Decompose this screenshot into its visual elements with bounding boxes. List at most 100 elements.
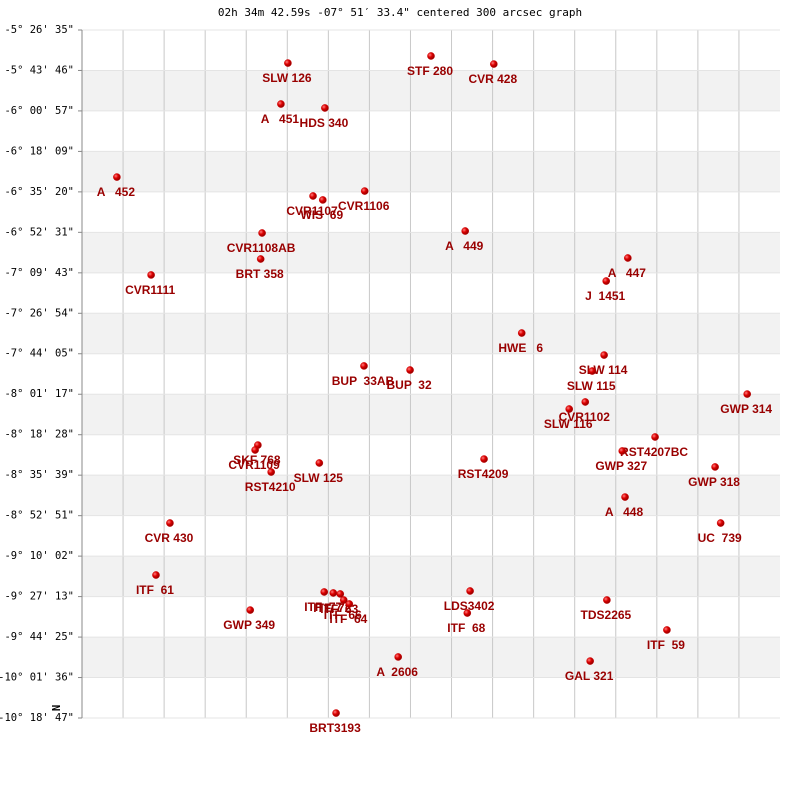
star-point: [360, 362, 368, 370]
star-point: [624, 254, 632, 262]
y-tick-label: -9° 27' 13": [4, 591, 74, 603]
star-point: [345, 600, 354, 608]
star-point: [621, 493, 629, 501]
star-label: GWP 318: [688, 475, 740, 489]
y-tick-label: -10° 01' 36": [0, 672, 74, 684]
y-tick-label: -8° 35' 39": [4, 469, 74, 481]
star-point: [320, 588, 329, 596]
y-tick-label: -8° 18' 28": [4, 429, 74, 441]
star-label: CVR1106: [338, 199, 390, 213]
star-point: [256, 255, 265, 263]
star-label: ITF 59: [647, 638, 685, 652]
star-point: [251, 446, 259, 454]
star-label: CVR1109: [228, 458, 280, 472]
star-point: [336, 590, 345, 598]
star-point: [480, 455, 488, 463]
star-point: [394, 653, 402, 661]
band: [82, 232, 780, 273]
star-point: [603, 596, 611, 604]
star-point: [152, 571, 160, 579]
star-point: [743, 390, 751, 398]
y-tick-label: -8° 01' 17": [4, 388, 74, 400]
star-label: BUP 33AB: [332, 374, 395, 388]
star-label: CVR1102: [559, 410, 611, 424]
star-label: SLW 125: [294, 471, 344, 485]
star-label: TDS2265: [581, 608, 632, 622]
star-point: [319, 196, 327, 204]
star-label: BRT 358: [236, 267, 284, 281]
star-label: GWP 349: [223, 618, 275, 632]
star-point: [565, 405, 574, 413]
band: [82, 70, 780, 111]
y-tick-label: -10° 18' 47": [0, 712, 74, 724]
star-point: [360, 187, 369, 195]
star-label: CVR1111: [125, 283, 175, 297]
star-label: CVR 428: [468, 72, 517, 86]
star-point: [716, 519, 725, 527]
star-label: GWP 327: [595, 459, 647, 473]
y-tick-label: -7° 26' 54": [4, 307, 74, 319]
star-point: [618, 447, 627, 455]
star-label: GAL 321: [565, 669, 614, 683]
star-point: [490, 60, 498, 68]
star-label: ITF 72: [313, 601, 351, 615]
star-label: A 452: [97, 185, 136, 199]
star-label: ITF 68: [447, 621, 485, 635]
star-point: [147, 271, 155, 279]
y-tick-label: -8° 52' 51": [4, 510, 74, 522]
y-tick-label: -9° 10' 02": [4, 550, 74, 562]
star-label: BUP 32: [386, 378, 431, 392]
y-tick-label: -7° 44' 05": [4, 348, 74, 360]
star-label: HWE 6: [498, 341, 543, 355]
star-point: [427, 52, 435, 60]
north-label: N: [51, 705, 63, 711]
star-point: [651, 433, 659, 441]
star-point: [329, 589, 338, 597]
star-point: [166, 519, 174, 527]
star-point: [332, 709, 340, 717]
star-label: HDS 340: [300, 116, 349, 130]
y-tick-label: -5° 43' 46": [4, 64, 74, 76]
star-point: [586, 657, 594, 665]
y-tick-label: -6° 52' 31": [4, 226, 74, 238]
band: [82, 475, 780, 516]
star-label: SLW 116: [544, 417, 593, 431]
star-label: CVR1107: [286, 204, 338, 218]
y-tick-label: -9° 44' 25": [4, 631, 74, 643]
star-point: [277, 100, 285, 108]
star-point: [309, 192, 317, 200]
star-label: GWP 314: [720, 402, 772, 416]
star-label: ITF 77: [304, 600, 342, 614]
star-point: [406, 366, 414, 374]
star-label: RST4209: [458, 467, 509, 481]
star-point: [339, 596, 348, 604]
star-label: A 451: [261, 112, 300, 126]
star-label: CVR1108AB: [227, 241, 296, 255]
y-tick-label: -7° 09' 43": [4, 267, 74, 279]
band: [82, 556, 780, 597]
star-label: STF 280: [407, 64, 453, 78]
star-point: [113, 173, 121, 181]
star-point: [463, 609, 472, 617]
y-tick-label: -6° 00' 57": [4, 105, 74, 117]
star-point: [267, 468, 275, 476]
star-point: [517, 329, 526, 337]
plot-area: [82, 30, 780, 718]
star-label: A 447: [608, 266, 647, 280]
band: [82, 151, 780, 192]
star-point: [321, 104, 329, 112]
y-tick-label: -6° 35' 20": [4, 186, 74, 198]
star-label: SLW 115: [567, 379, 616, 393]
star-point: [246, 606, 255, 614]
band: [82, 394, 780, 435]
star-label: A 2606: [376, 665, 418, 679]
star-point: [581, 398, 590, 406]
star-label: ITF 61: [136, 583, 174, 597]
star-label: SKF 768: [233, 453, 281, 467]
star-label: CVR 430: [145, 531, 194, 545]
y-tick-label: -5° 26' 35": [4, 24, 74, 36]
y-tick-label: -6° 18' 09": [4, 145, 74, 157]
chart-title: 02h 34m 42.59s -07° 51′ 33.4" centered 3…: [218, 6, 582, 19]
